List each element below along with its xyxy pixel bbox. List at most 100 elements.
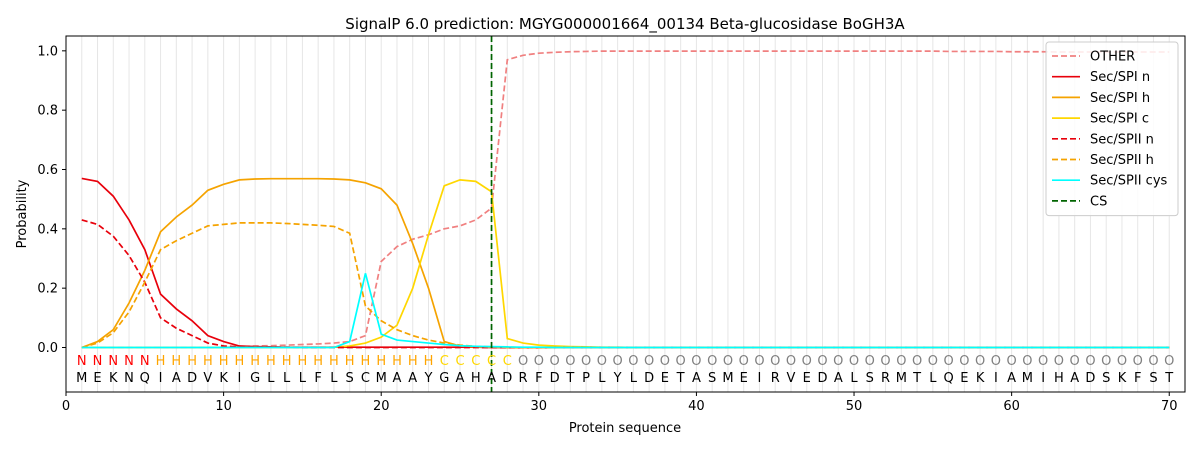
residue-label: D <box>1085 371 1095 386</box>
x-axis-label: Protein sequence <box>569 421 681 436</box>
sequence-layer: NMNENKNNNQHIHAHDHVHKHIHGHLHLHLHFHLHSHCHM… <box>76 354 1174 386</box>
region-label: O <box>534 354 544 369</box>
region-label: O <box>1070 354 1080 369</box>
legend-label: Sec/SPII n <box>1090 132 1154 147</box>
region-label: C <box>487 354 496 369</box>
residue-label: T <box>676 371 685 386</box>
residue-label: E <box>960 371 968 386</box>
region-label: O <box>833 354 843 369</box>
region-label: H <box>424 354 434 369</box>
y-tick-label: 0.6 <box>37 163 58 178</box>
region-label: O <box>1085 354 1095 369</box>
legend-label: OTHER <box>1090 50 1135 65</box>
residue-label: V <box>203 371 212 386</box>
residue-label: S <box>1149 371 1157 386</box>
region-label: N <box>140 354 150 369</box>
region-label: H <box>187 354 197 369</box>
region-label: O <box>518 354 528 369</box>
region-label: O <box>770 354 780 369</box>
y-axis-label: Probability <box>15 179 30 248</box>
plot-frame <box>65 35 1186 393</box>
residue-label: K <box>109 371 118 386</box>
residue-label: T <box>565 371 574 386</box>
region-label: O <box>896 354 906 369</box>
region-label: H <box>250 354 260 369</box>
residue-label: L <box>283 371 291 386</box>
region-label: O <box>644 354 654 369</box>
residue-label: T <box>1164 371 1173 386</box>
residue-label: K <box>219 371 228 386</box>
region-label: H <box>203 354 213 369</box>
series-line-other <box>81 50 1170 349</box>
residue-label: F <box>314 371 321 386</box>
residue-label: E <box>740 371 748 386</box>
region-label: O <box>628 354 638 369</box>
residue-label: A <box>834 371 843 386</box>
residue-label: R <box>771 371 780 386</box>
region-label: O <box>817 354 827 369</box>
region-label: C <box>455 354 464 369</box>
residue-label: I <box>159 371 163 386</box>
region-label: O <box>1133 354 1143 369</box>
residue-label: E <box>661 371 669 386</box>
region-label: N <box>77 354 87 369</box>
region-label: H <box>376 354 386 369</box>
region-label: O <box>1054 354 1064 369</box>
region-label: O <box>1148 354 1158 369</box>
region-label: H <box>266 354 276 369</box>
y-tick-label: 0.8 <box>37 104 58 119</box>
region-label: O <box>880 354 890 369</box>
x-tick-label: 10 <box>215 399 232 414</box>
residue-label: M <box>76 371 87 386</box>
region-label: O <box>1164 354 1174 369</box>
region-label: O <box>549 354 559 369</box>
residue-label: V <box>787 371 796 386</box>
y-tick-label: 0.0 <box>37 341 58 356</box>
residue-label: Q <box>943 371 953 386</box>
region-label: O <box>991 354 1001 369</box>
legend-label: Sec/SPI c <box>1090 112 1149 127</box>
region-label: O <box>912 354 922 369</box>
legend-box <box>1045 41 1179 217</box>
residue-label: A <box>456 371 465 386</box>
legend-label: Sec/SPII cys <box>1090 174 1168 189</box>
x-tick-label: 50 <box>846 399 863 414</box>
x-tick-label: 70 <box>1161 399 1178 414</box>
region-label: O <box>975 354 985 369</box>
region-label: O <box>754 354 764 369</box>
region-label: O <box>865 354 875 369</box>
region-label: O <box>849 354 859 369</box>
region-label: O <box>802 354 812 369</box>
residue-label: K <box>976 371 985 386</box>
region-label: O <box>660 354 670 369</box>
residue-label: N <box>124 371 134 386</box>
residue-label: L <box>330 371 338 386</box>
legend-label: Sec/SPI h <box>1090 91 1150 106</box>
region-label: C <box>471 354 480 369</box>
region-label: H <box>156 354 166 369</box>
residue-label: A <box>692 371 701 386</box>
region-label: O <box>597 354 607 369</box>
x-tick-label: 30 <box>531 399 548 414</box>
region-label: O <box>565 354 575 369</box>
residue-label: E <box>803 371 811 386</box>
region-label: N <box>93 354 103 369</box>
residue-label: L <box>929 371 937 386</box>
region-label: O <box>786 354 796 369</box>
residue-label: F <box>535 371 542 386</box>
residue-label: A <box>408 371 417 386</box>
y-tick-label: 0.4 <box>37 222 58 237</box>
region-label: C <box>503 354 512 369</box>
residue-label: P <box>582 371 590 386</box>
region-label: H <box>219 354 229 369</box>
region-label: O <box>1038 354 1048 369</box>
residue-label: E <box>93 371 101 386</box>
residue-label: S <box>346 371 354 386</box>
residue-label: I <box>758 371 762 386</box>
region-label: O <box>613 354 623 369</box>
residue-label: D <box>817 371 827 386</box>
residue-label: M <box>896 371 907 386</box>
region-label: O <box>707 354 717 369</box>
residue-label: L <box>267 371 275 386</box>
